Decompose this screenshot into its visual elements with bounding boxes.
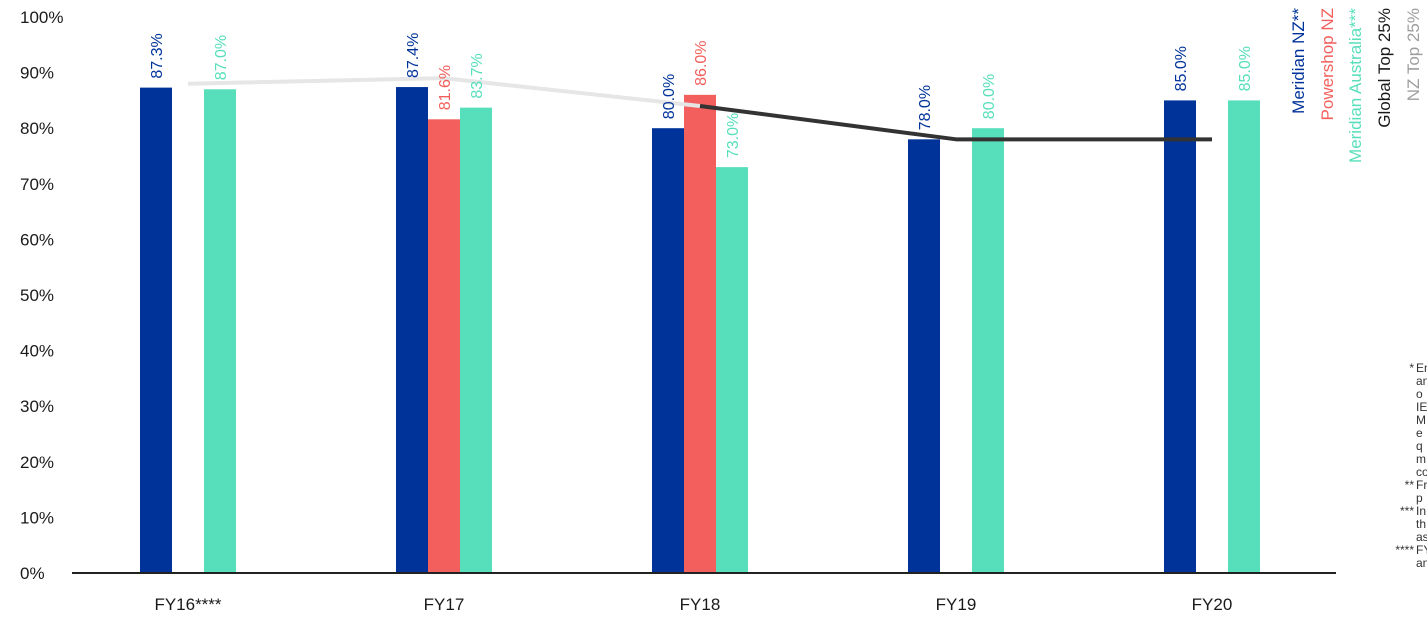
footnote-text: e: [1416, 426, 1423, 440]
footnote-text: FY: [1416, 543, 1427, 557]
data-label: 73.0%: [725, 113, 742, 158]
y-tick-label: 20%: [20, 453, 54, 472]
footnote-marker: ***: [1400, 504, 1414, 518]
footnote-text: m: [1416, 452, 1426, 466]
data-label: 80.0%: [981, 74, 998, 119]
y-tick-label: 40%: [20, 342, 54, 361]
footnote-text: q: [1416, 439, 1423, 453]
y-tick-label: 100%: [20, 8, 63, 27]
y-tick-label: 10%: [20, 508, 54, 527]
y-tick-label: 80%: [20, 119, 54, 138]
footnote-text: Fr: [1416, 478, 1427, 492]
x-tick-label: FY17: [424, 595, 465, 614]
x-tick-label: FY19: [936, 595, 977, 614]
footnote-marker: ****: [1395, 543, 1414, 557]
footnote-marker: *: [1409, 361, 1414, 375]
bar-meridian-australia-: [972, 128, 1004, 573]
y-tick-label: 70%: [20, 175, 54, 194]
data-label: 78.0%: [917, 85, 934, 130]
legend: Meridian NZ** Powershop NZ Meridian Austra…: [1289, 8, 1423, 163]
footnote-text: IE: [1416, 400, 1427, 414]
y-axis: 0% 10% 20% 30% 40% 50% 60% 70% 80% 90% 100%: [20, 8, 63, 583]
footnote-text: th: [1416, 517, 1426, 531]
line-global-top-25-: [187, 76, 701, 108]
footnote-text: M: [1416, 413, 1426, 427]
bar-meridian-nz-: [652, 128, 684, 573]
footnote-text: p: [1416, 491, 1423, 505]
data-labels-layer: 87.3% 87.4% 80.0% 78.0% 85.0% 81.6% 86.0% 87.0%…: [149, 33, 1254, 158]
bar-powershop-nz: [428, 119, 460, 573]
data-label: 85.0%: [1237, 46, 1254, 91]
footnote-text: o: [1416, 387, 1423, 401]
footnote-text: En: [1416, 361, 1427, 375]
y-tick-label: 30%: [20, 397, 54, 416]
bar-meridian-nz-: [908, 139, 940, 573]
x-axis: FY16**** FY17 FY18 FY19 FY20: [154, 595, 1232, 614]
bar-meridian-nz-: [1164, 100, 1196, 574]
y-tick-label: 50%: [20, 286, 54, 305]
data-label: 85.0%: [1173, 46, 1190, 91]
data-label: 87.4%: [405, 33, 422, 78]
data-label: 80.0%: [661, 74, 678, 119]
x-tick-label: FY20: [1192, 595, 1233, 614]
x-tick-label: FY16****: [154, 595, 221, 614]
bar-powershop-nz: [684, 94, 716, 573]
bars-layer: [140, 87, 1260, 574]
y-tick-label: 60%: [20, 230, 54, 249]
data-label: 83.7%: [469, 53, 486, 98]
x-tick-label: FY18: [680, 595, 721, 614]
footnote-marker: **: [1405, 478, 1415, 492]
bar-meridian-australia-: [460, 107, 492, 574]
data-label: 87.0%: [213, 35, 230, 80]
y-tick-label: 90%: [20, 64, 54, 83]
legend-item: Meridian NZ**: [1289, 8, 1308, 114]
legend-item: Powershop NZ: [1318, 8, 1337, 120]
bar-meridian-nz-: [396, 87, 428, 573]
footnote-text: as: [1416, 530, 1427, 544]
bar-meridian-australia-: [1228, 100, 1260, 574]
footnote-text: an: [1416, 556, 1427, 570]
legend-item: NZ Top 25%: [1404, 8, 1423, 101]
line-nz-top-25-: [699, 103, 1212, 142]
legend-item: Meridian Australia***: [1346, 8, 1365, 163]
bar-meridian-australia-: [716, 167, 748, 573]
bar-meridian-australia-: [204, 89, 236, 573]
footnote-text: co: [1416, 465, 1427, 479]
bar-meridian-nz-: [140, 87, 172, 573]
legend-item: Global Top 25%: [1375, 8, 1394, 128]
data-label: 81.6%: [437, 65, 454, 110]
data-label: 87.3%: [149, 33, 166, 78]
y-tick-label: 0%: [20, 564, 45, 583]
footnote-text: an: [1416, 374, 1427, 388]
data-label: 86.0%: [693, 40, 710, 85]
lines-layer: [187, 76, 1212, 142]
footnote-text: In: [1416, 504, 1426, 518]
